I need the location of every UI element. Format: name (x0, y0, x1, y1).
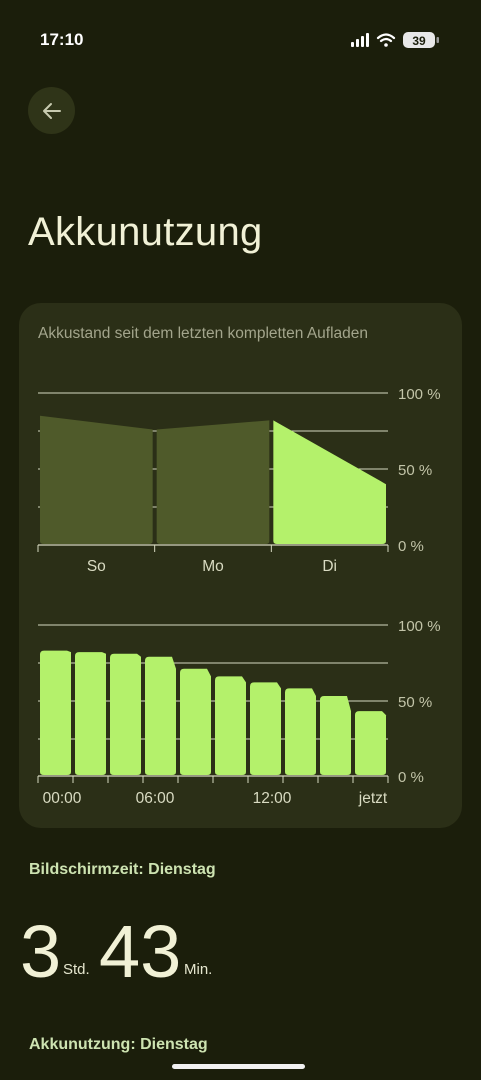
screen-time-minutes: 43 (99, 910, 182, 993)
bar (145, 656, 176, 775)
screen-time-minutes-unit: Min. (184, 961, 213, 978)
bar (180, 668, 211, 775)
chart-caption: Akkustand seit dem letzten kompletten Au… (38, 325, 369, 342)
battery-icon: 39 (403, 32, 439, 48)
status-time: 17:10 (40, 30, 84, 49)
screen-time-hours: 3 (20, 910, 62, 993)
bar (320, 695, 351, 775)
area-segment-so (40, 415, 153, 544)
bar (110, 653, 141, 775)
bar (215, 676, 246, 775)
x-tick-label: 12:00 (253, 790, 292, 807)
bar (75, 652, 106, 775)
screen-time-label: Bildschirmzeit: Dienstag (29, 861, 216, 878)
status-icons: 39 (351, 32, 439, 48)
y-tick-label: 50 % (398, 694, 432, 711)
y-tick-label: 0 % (398, 538, 424, 555)
x-tick-label: jetzt (358, 790, 388, 807)
y-tick-label: 0 % (398, 769, 424, 786)
battery-usage-label: Akkunutzung: Dienstag (29, 1036, 208, 1053)
bar (285, 688, 316, 775)
x-tick-label: So (87, 558, 106, 575)
bar (40, 650, 71, 775)
screen-time-hours-unit: Std. (63, 961, 90, 978)
status-bar: 17:10 39 (0, 0, 481, 70)
wifi-icon (376, 33, 396, 47)
y-tick-label: 100 % (398, 386, 441, 403)
arrow-left-icon (42, 102, 61, 119)
x-tick-label: 06:00 (136, 790, 175, 807)
page-title: Akkunutzung (28, 210, 263, 254)
battery-level: 39 (412, 34, 426, 48)
bar (355, 711, 386, 775)
area-segment-di (273, 420, 386, 544)
y-tick-label: 50 % (398, 462, 432, 479)
back-button[interactable] (28, 87, 75, 134)
area-segment-mo (156, 420, 270, 544)
home-indicator[interactable] (172, 1064, 305, 1069)
x-tick-label: Mo (202, 558, 224, 575)
y-tick-label: 100 % (398, 618, 441, 635)
x-tick-label: 00:00 (43, 790, 82, 807)
x-tick-label: Di (322, 558, 337, 575)
bar (250, 682, 281, 775)
cellular-signal-icon (351, 33, 369, 47)
